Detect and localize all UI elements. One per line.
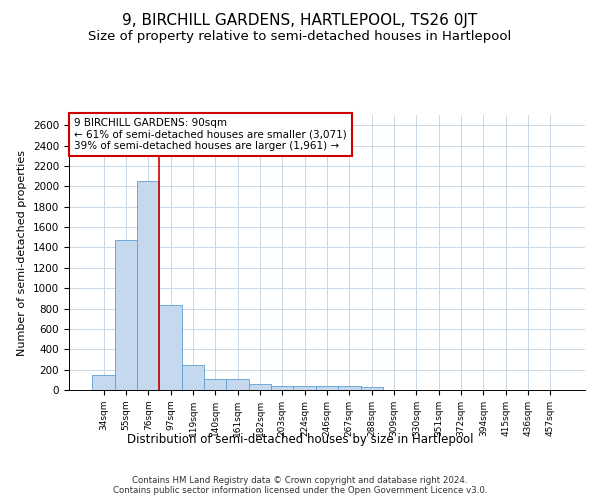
Text: Contains HM Land Registry data © Crown copyright and database right 2024.
Contai: Contains HM Land Registry data © Crown c… (113, 476, 487, 495)
Bar (249, 384, 271, 390)
Bar (160, 306, 182, 390)
Bar (316, 386, 338, 390)
Bar (271, 386, 293, 390)
Y-axis label: Number of semi-detached properties: Number of semi-detached properties (17, 150, 28, 356)
Bar (182, 364, 204, 390)
Text: Distribution of semi-detached houses by size in Hartlepool: Distribution of semi-detached houses by … (127, 432, 473, 446)
Bar (92, 374, 115, 390)
Bar (361, 387, 383, 390)
Text: 9, BIRCHILL GARDENS, HARTLEPOOL, TS26 0JT: 9, BIRCHILL GARDENS, HARTLEPOOL, TS26 0J… (122, 12, 478, 28)
Bar (293, 386, 316, 390)
Bar (226, 379, 249, 390)
Bar (115, 240, 137, 390)
Bar (137, 181, 160, 390)
Bar (204, 379, 226, 390)
Text: 9 BIRCHILL GARDENS: 90sqm
← 61% of semi-detached houses are smaller (3,071)
39% : 9 BIRCHILL GARDENS: 90sqm ← 61% of semi-… (74, 118, 347, 151)
Text: Size of property relative to semi-detached houses in Hartlepool: Size of property relative to semi-detach… (88, 30, 512, 43)
Bar (338, 386, 361, 390)
